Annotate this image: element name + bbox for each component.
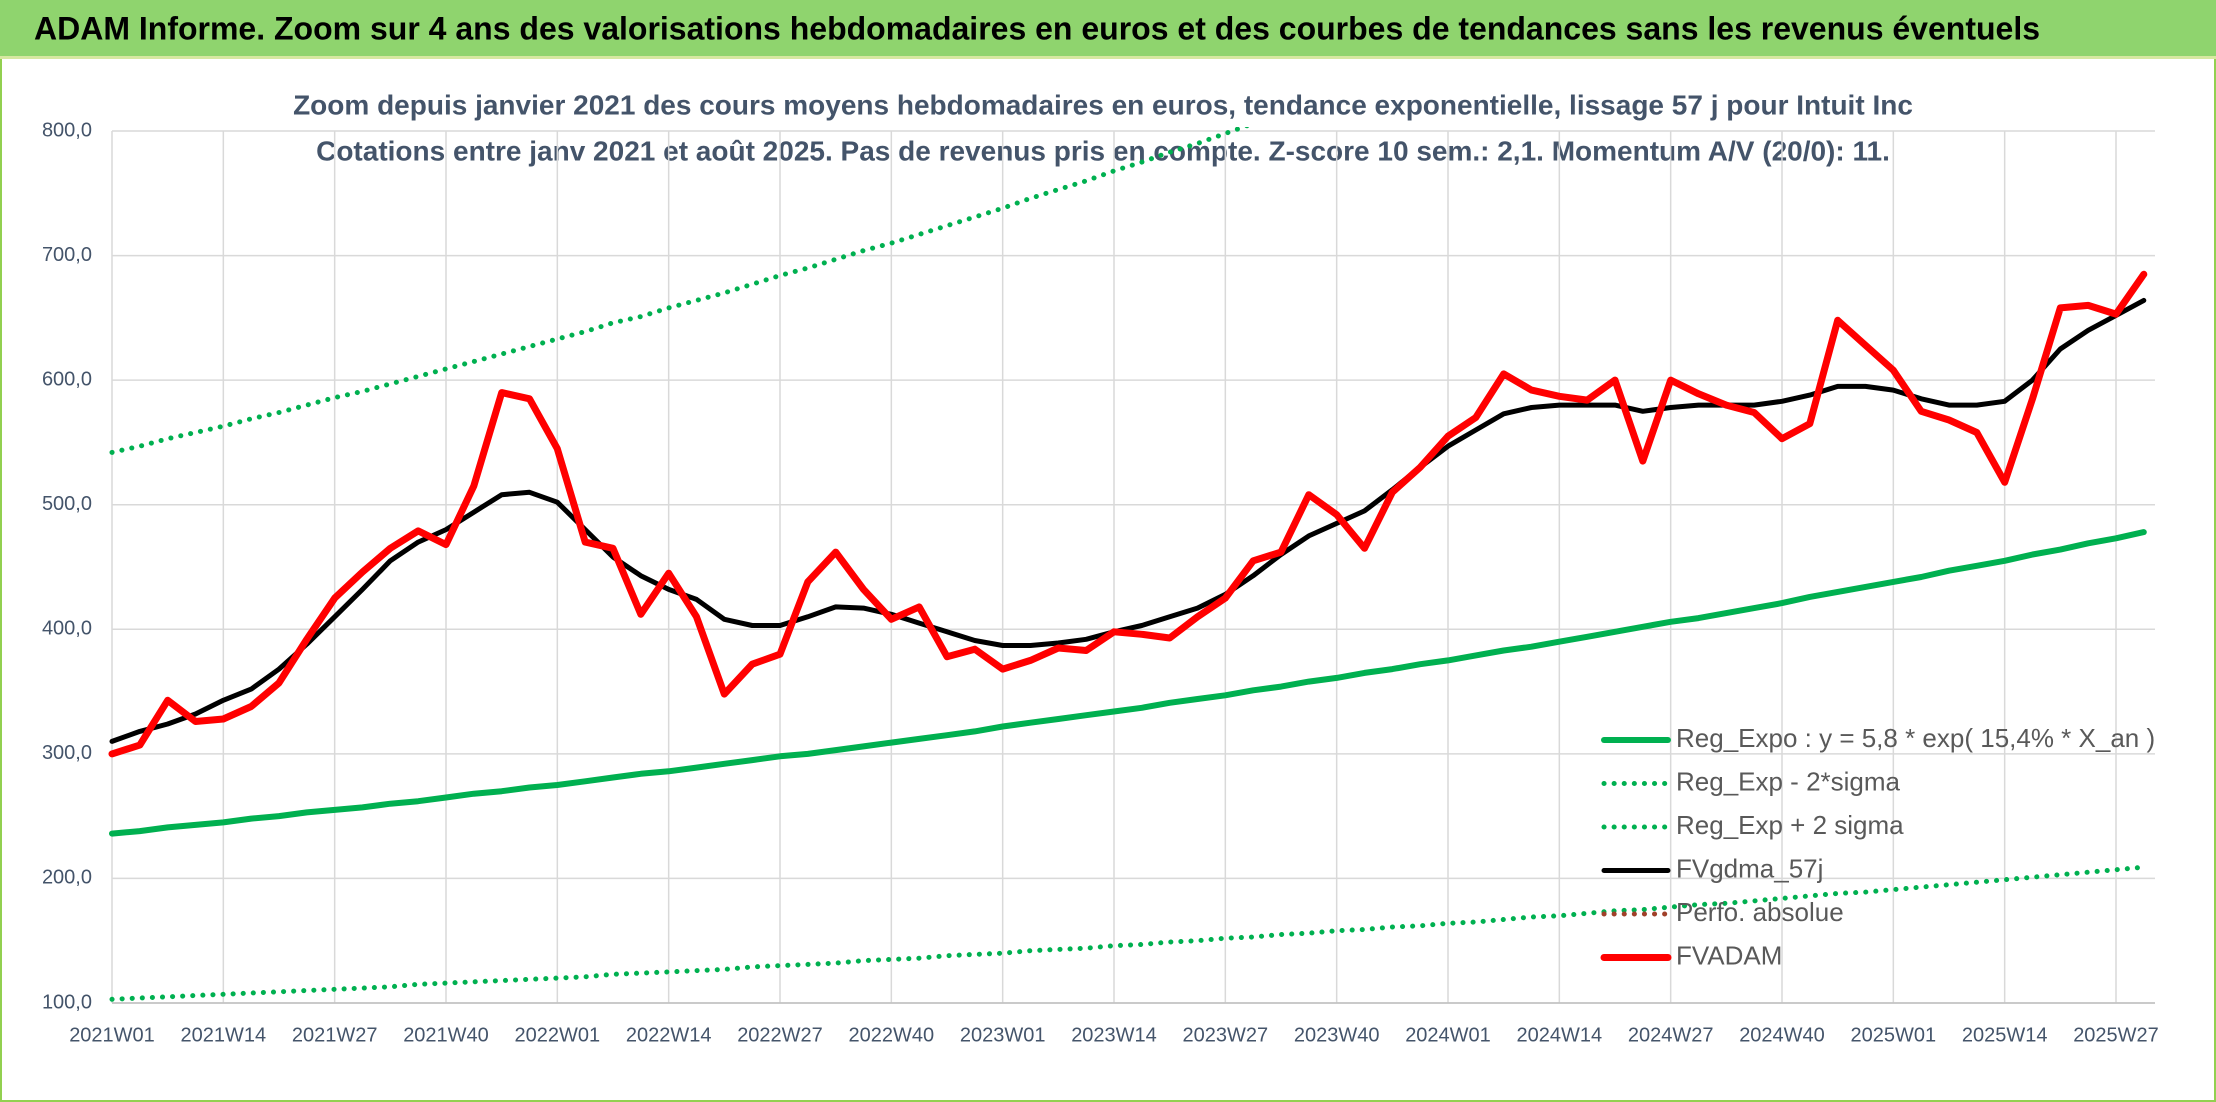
y-tick-label: 400,0 [42,618,92,640]
title-bar [0,0,2216,58]
legend-label: FVgdma_57j [1676,853,1823,883]
subtitle: Cotations entre janv 2021 et août 2025. … [316,135,1890,166]
x-tick-label: 2023W40 [1294,1024,1380,1046]
plot-lines [108,127,2148,1002]
series-line [109,864,2147,1002]
subtitle: Zoom depuis janvier 2021 des cours moyen… [293,89,1913,120]
y-tick-label: 800,0 [42,119,92,141]
x-tick-label: 2024W27 [1628,1024,1714,1046]
x-tick-label: 2025W27 [2073,1024,2159,1046]
chart-title: ADAM Informe. Zoom sur 4 ans des valoris… [34,10,2040,46]
y-tick-label: 100,0 [42,991,92,1013]
legend: Reg_Expo : y = 5,8 * exp( 15,4% * X_an )… [1600,723,2155,970]
title-bar-edge [0,56,2216,59]
y-tick-label: 700,0 [42,244,92,266]
y-tick-label: 500,0 [42,493,92,515]
x-tick-label: 2021W40 [403,1024,489,1046]
x-tick-label: 2022W27 [737,1024,823,1046]
x-tick-label: 2025W01 [1851,1024,1937,1046]
x-tick-label: 2024W14 [1517,1024,1603,1046]
x-tick-label: 2021W01 [69,1024,155,1046]
legend-label: Perfo. absolue [1676,897,1844,927]
series-line [109,529,2147,837]
x-tick-label: 2024W01 [1405,1024,1491,1046]
x-tick-label: 2023W27 [1183,1024,1269,1046]
y-tick-label: 300,0 [42,742,92,764]
y-tick-label: 200,0 [42,867,92,889]
x-tick-label: 2021W14 [181,1024,267,1046]
x-tick-label: 2025W14 [1962,1024,2048,1046]
x-tick-label: 2021W27 [292,1024,378,1046]
x-tick-label: 2023W14 [1071,1024,1157,1046]
x-tick-label: 2022W14 [626,1024,712,1046]
x-tick-label: 2023W01 [960,1024,1046,1046]
x-tick-label: 2024W40 [1739,1024,1825,1046]
y-tick-label: 600,0 [42,368,92,390]
series-line [108,270,2148,758]
legend-label: Reg_Exp + 2 sigma [1676,810,1904,840]
x-tick-label: 2022W01 [515,1024,601,1046]
legend-label: Reg_Expo : y = 5,8 * exp( 15,4% * X_an ) [1676,723,2155,753]
legend-label: Reg_Exp - 2*sigma [1676,766,1901,796]
grid: 100,0 200,0 300,0 400,0 500,0 600,0 700,0 800,0… [42,119,2159,1046]
legend-label: FVADAM [1676,940,1782,970]
x-tick-label: 2022W40 [849,1024,935,1046]
